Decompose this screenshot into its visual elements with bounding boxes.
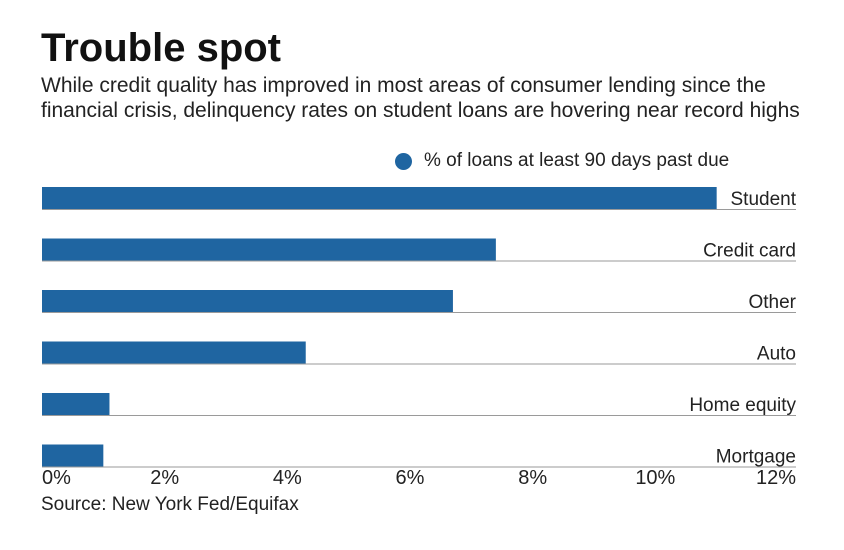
bar-home-equity	[42, 393, 110, 415]
legend-marker	[395, 152, 412, 170]
x-tick-label: 10%	[635, 467, 675, 489]
x-tick-label: 2%	[150, 467, 179, 489]
bar-other	[42, 290, 453, 312]
bar-student	[42, 187, 717, 209]
category-label: Mortgage	[716, 447, 796, 468]
legend-label: % of loans at least 90 days past due	[424, 150, 730, 171]
x-tick-label: 6%	[396, 467, 425, 489]
category-label: Student	[731, 189, 797, 210]
bar-credit-card	[42, 238, 496, 261]
bar-auto	[42, 341, 306, 364]
source-note: Source: New York Fed/Equifax	[41, 494, 299, 515]
legend: % of loans at least 90 days past due	[395, 150, 729, 172]
chart-title: Trouble spot	[41, 26, 281, 70]
x-tick-label: 8%	[518, 467, 547, 489]
category-label: Other	[748, 292, 796, 313]
category-label: Home equity	[689, 395, 796, 416]
category-label: Auto	[757, 344, 796, 365]
x-tick-label: 0%	[42, 467, 71, 489]
category-label: Credit card	[703, 241, 796, 262]
x-tick-label: 4%	[273, 467, 302, 489]
chart-subtitle: While credit quality has improved in mos…	[41, 74, 800, 122]
bar-mortgage	[42, 444, 104, 467]
x-tick-label: 12%	[756, 467, 796, 489]
